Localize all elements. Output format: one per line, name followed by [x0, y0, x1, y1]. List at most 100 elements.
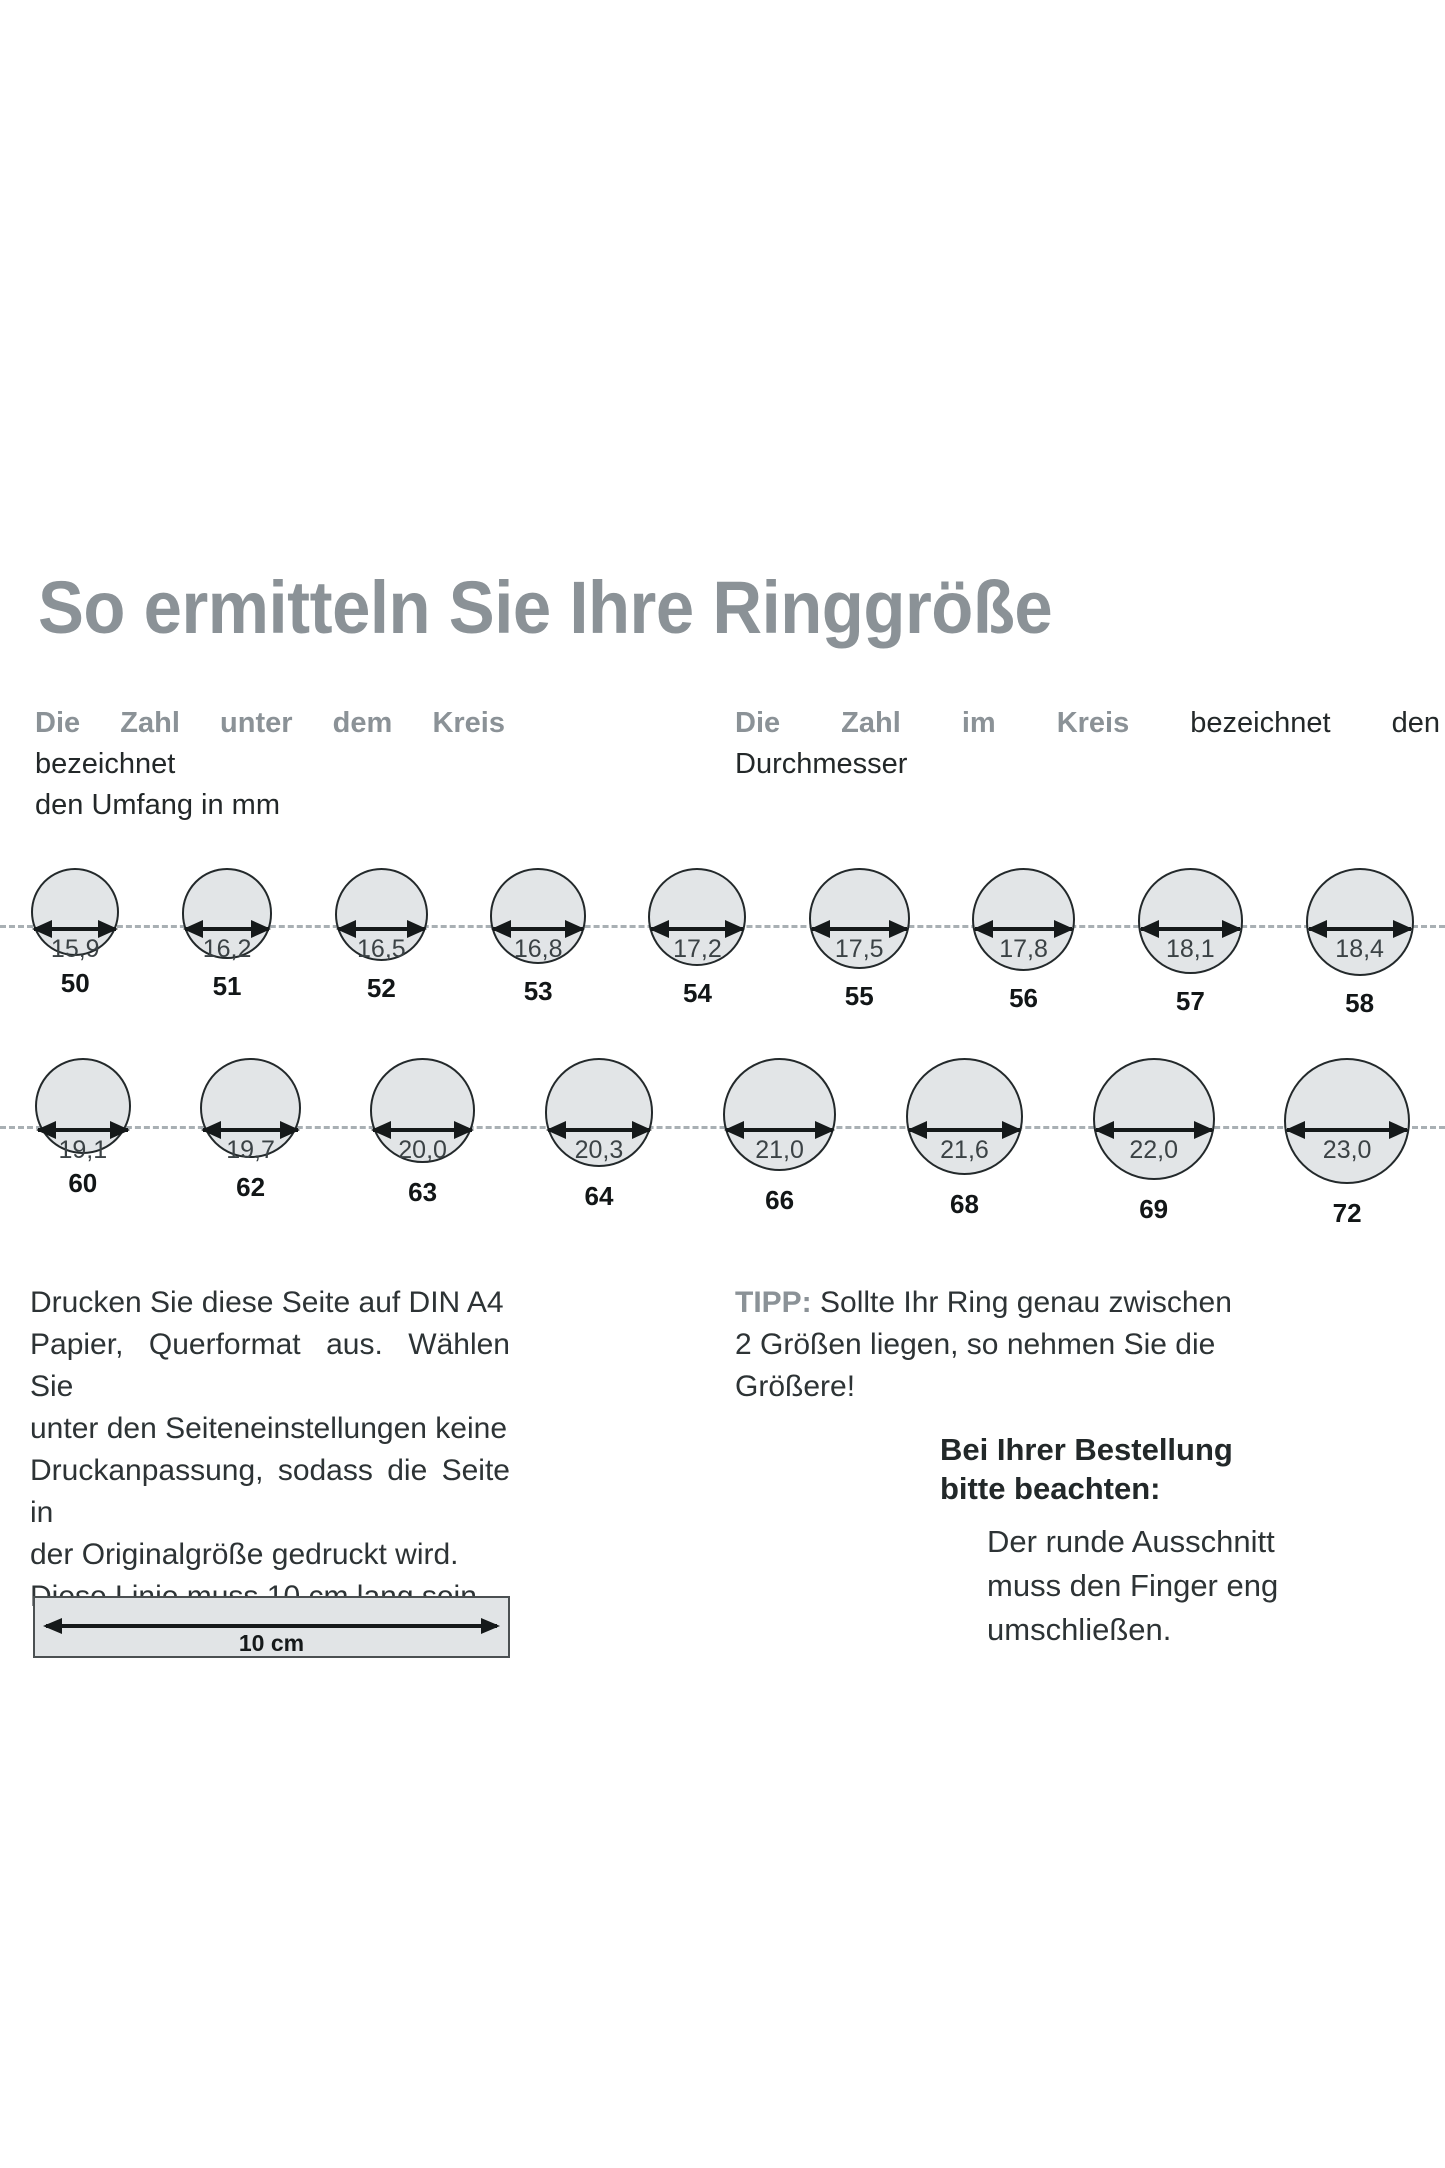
ring-diameter-value: 20,0 — [398, 1136, 447, 1164]
ring-diameter-value: 15,9 — [50, 935, 100, 963]
legend-circumference-rest: bezeichnet — [35, 748, 176, 780]
ring-diameter-value: 17,5 — [834, 935, 884, 963]
diameter-arrow-icon — [1306, 920, 1413, 938]
legend-circumference-line2: den Umfang in mm — [35, 789, 280, 821]
ring-size-value: 63 — [408, 1176, 438, 1207]
legend-diameter-line1: Die Zahl im Kreis bezeichnet den — [735, 703, 1440, 744]
order-note-detail-line3: umschließen. — [987, 1612, 1172, 1647]
ring-diameter-value: 21,0 — [755, 1136, 804, 1164]
legend-diameter: Die Zahl im Kreis bezeichnet den Durchme… — [735, 703, 1440, 785]
ring-circle: 20,0 — [370, 1058, 475, 1164]
ring-row-large: 19,1 60 19,7 62 20,0 63 20,3 64 21,0 66 21,6 68 22,0… — [0, 1036, 1445, 1228]
order-note-heading-line2: bitte beachten: — [940, 1471, 1161, 1506]
ring-size-cell: 16,2 51 — [181, 846, 273, 1002]
ring-size-value: 69 — [1139, 1193, 1169, 1224]
ring-size-value: 64 — [584, 1180, 614, 1211]
tip-line3: Größere! — [735, 1370, 856, 1403]
ring-diameter-value: 18,1 — [1166, 935, 1215, 963]
ring-size-value: 57 — [1175, 985, 1205, 1016]
ring-cells-large: 19,1 60 19,7 62 20,0 63 20,3 64 21,0 66 21,6 68 22,0… — [0, 1036, 1445, 1228]
ring-diameter-value: 20,3 — [574, 1136, 624, 1164]
diameter-arrow-icon — [1285, 1121, 1410, 1139]
instruction-line: Papier, Querformat aus. Wählen Sie — [30, 1328, 510, 1403]
ring-size-cell: 23,0 72 — [1284, 1036, 1411, 1229]
ring-circle: 17,5 — [809, 868, 910, 969]
ring-size-cell: 16,8 53 — [490, 846, 586, 1007]
diameter-arrow-icon — [35, 1121, 130, 1139]
ring-size-cell: 18,1 57 — [1137, 846, 1244, 1017]
diameter-arrow-icon — [32, 920, 119, 938]
ring-circle: 23,0 — [1284, 1058, 1411, 1184]
ring-circle: 22,0 — [1092, 1058, 1215, 1180]
ring-diameter-value: 17,8 — [999, 935, 1048, 963]
ring-row-small: 15,9 50 16,2 51 16,5 52 16,8 53 17,2 54 17,5 55 17,8… — [0, 846, 1445, 1018]
instruction-line: unter den Seiteneinstellungen keine — [30, 1412, 508, 1445]
tip-block: TIPP: Sollte Ihr Ring genau zwischen 2 G… — [735, 1282, 1442, 1408]
ring-row-baseline — [0, 1126, 1445, 1129]
diameter-arrow-icon — [371, 1121, 474, 1139]
diameter-arrow-icon — [201, 1121, 301, 1139]
ring-size-value: 72 — [1332, 1198, 1362, 1228]
ring-circle: 19,7 — [200, 1058, 301, 1164]
order-note-heading-line1: Bei Ihrer Bestellung — [940, 1432, 1233, 1467]
ring-circle: 21,6 — [905, 1058, 1024, 1176]
ring-diameter-value: 19,1 — [58, 1136, 108, 1164]
ring-circle: 18,4 — [1305, 868, 1414, 976]
ring-circle: 18,1 — [1137, 868, 1244, 974]
ring-size-cell: 19,1 60 — [34, 1036, 131, 1199]
diameter-arrow-icon — [335, 920, 427, 938]
ring-circle: 21,0 — [723, 1058, 837, 1172]
instruction-line: der Originalgröße gedruckt wird. — [30, 1538, 459, 1571]
diameter-arrow-icon — [182, 920, 271, 938]
legend-circumference-line1: Die Zahl unter dem Kreis bezeichnet — [35, 703, 505, 785]
ring-circle: 16,5 — [334, 868, 428, 963]
legend-diameter-line2: Durchmesser — [735, 748, 908, 780]
order-note-detail: Der runde Ausschnitt muss den Finger eng… — [987, 1520, 1445, 1652]
ring-size-value: 58 — [1345, 988, 1375, 1018]
tip-label: TIPP: — [735, 1286, 812, 1319]
ring-circle: 20,3 — [544, 1058, 654, 1167]
diameter-arrow-icon — [545, 1121, 653, 1139]
diameter-arrow-icon — [649, 920, 746, 938]
diameter-arrow-icon — [906, 1121, 1023, 1139]
ring-circle: 16,8 — [490, 868, 586, 964]
ring-size-cell: 21,0 66 — [723, 1036, 837, 1216]
ring-cells-small: 15,9 50 16,2 51 16,5 52 16,8 53 17,2 54 17,5 55 17,8… — [0, 846, 1445, 1018]
ring-size-value: 56 — [1009, 983, 1038, 1013]
ruler-length-label: 10 cm — [238, 1630, 305, 1656]
ring-size-cell: 17,5 55 — [809, 846, 910, 1012]
page-title: So ermitteln Sie Ihre Ringgröße — [38, 566, 1053, 649]
legend-circumference-strong: Die Zahl unter dem Kreis — [35, 707, 505, 739]
order-note-detail-line2: muss den Finger eng — [987, 1568, 1279, 1603]
ring-size-value: 55 — [844, 980, 874, 1011]
ring-size-cell: 18,4 58 — [1305, 846, 1414, 1019]
ring-size-cell: 16,5 52 — [334, 846, 428, 1004]
ring-circle: 15,9 — [31, 868, 120, 963]
tip-line2: 2 Größen liegen, so nehmen Sie die — [735, 1328, 1216, 1361]
instruction-line: Druckanpassung, sodass die Seite in — [30, 1454, 510, 1529]
legend-diameter-strong: Die Zahl im Kreis — [735, 707, 1130, 739]
ring-size-value: 53 — [523, 975, 553, 1006]
order-note-detail-line1: Der runde Ausschnitt — [987, 1524, 1275, 1559]
order-note-heading: Bei Ihrer Bestellung bitte beachten: — [940, 1430, 1445, 1508]
ring-diameter-value: 16,8 — [513, 935, 563, 963]
ruler-calibration-bar: 10 cm — [33, 1596, 510, 1658]
print-instructions: Drucken Sie diese Seite auf DIN A4 Papie… — [30, 1282, 510, 1618]
diameter-arrow-icon — [723, 1121, 836, 1139]
ring-size-cell: 17,8 56 — [972, 846, 1076, 1014]
diameter-arrow-icon — [810, 920, 908, 938]
ring-diameter-value: 17,2 — [673, 935, 722, 963]
legend-diameter-rest: bezeichnet den — [1129, 707, 1440, 739]
ring-size-value: 52 — [366, 973, 396, 1003]
instruction-line: Drucken Sie diese Seite auf DIN A4 — [30, 1286, 504, 1319]
ring-size-value: 62 — [236, 1172, 266, 1203]
ring-circle: 19,1 — [34, 1058, 131, 1164]
tip-line1: TIPP: Sollte Ihr Ring genau zwischen — [735, 1282, 1442, 1324]
legend-circumference: Die Zahl unter dem Kreis bezeichnet den … — [35, 703, 505, 826]
ring-diameter-value: 16,2 — [202, 935, 252, 963]
ring-diameter-value: 23,0 — [1322, 1136, 1372, 1164]
diameter-arrow-icon — [973, 920, 1075, 938]
ring-size-cell: 19,7 62 — [200, 1036, 301, 1203]
tip-line1-rest: Sollte Ihr Ring genau zwischen — [811, 1286, 1232, 1319]
